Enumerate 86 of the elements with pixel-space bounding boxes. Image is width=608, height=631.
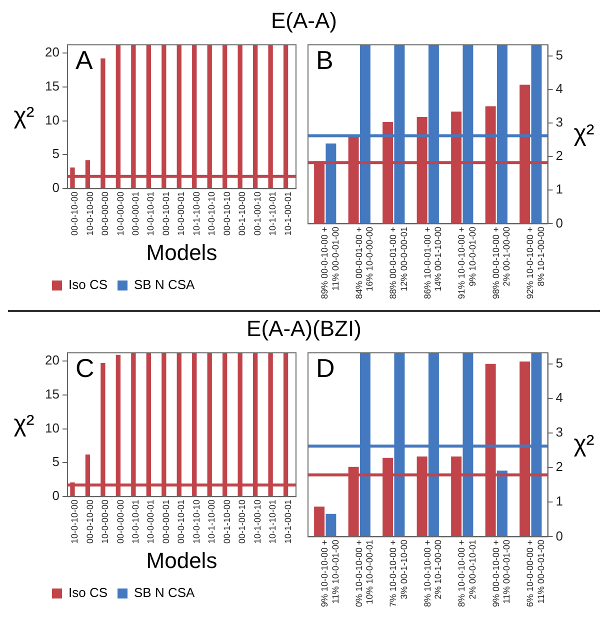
y-tick-label: 20 [44, 44, 60, 60]
x-tick-label: 10-1-00-01 [282, 192, 293, 236]
x-tick-label: 10-1-00-10 [252, 500, 262, 544]
x-axis-title: Models [146, 548, 218, 573]
y-tick-label: 5 [556, 47, 564, 62]
x-tick-label: 00-1-10-00 [222, 500, 232, 544]
x-tick-label: 10-1-10-01 [268, 192, 278, 236]
x-tick-label: 00-0-00-00 [100, 192, 110, 236]
bar [314, 506, 325, 536]
y-tick-label: 5 [52, 146, 60, 162]
x-tick-label: 00-0-10-01 [160, 192, 171, 236]
x-tick-label: 10-1-10-01 [268, 500, 278, 544]
y-tick-label: 4 [556, 390, 564, 406]
x-tick-label: 10-1-10-00 [206, 500, 217, 544]
x-tick-label: 10-0-00-00 [115, 192, 126, 236]
y-tick-label: 4 [556, 81, 564, 96]
y-tick-label: 2 [556, 148, 564, 164]
y-tick-label: 15 [44, 78, 60, 94]
x-tick-label: 8% 10-0-10-00 + 2% 10-1-00-00 [422, 540, 444, 608]
x-tick-label: 00-1-00-10 [252, 192, 262, 236]
x-tick-label: 00-0-10-00 [84, 500, 95, 544]
x-tick-label: 10-0-00-01 [176, 192, 186, 236]
y-tick-label: 0 [52, 488, 60, 504]
annotation: D [316, 352, 335, 383]
x-tick-label: 00-0-10-10 [222, 192, 232, 236]
x-tick-label: 8% 10-0-10-00 + 2% 00-0-10-01 [456, 540, 478, 608]
x-tick-label: 10-0-10-10 [191, 500, 202, 544]
y-axis-title: χ² [14, 410, 34, 438]
legend-label: SB N CSA [134, 585, 196, 600]
x-tick-label: 10-1-00-01 [282, 500, 293, 544]
chart-title: E(A-A) [270, 8, 338, 34]
chart-title: E(A-A)(BZI) [246, 316, 362, 342]
x-tick-label: 10-0-00-01 [146, 500, 156, 544]
x-tick-label: 00-0-00-00 [115, 500, 126, 544]
x-tick-label: 0% 10-0-10-00 + 10% 10-0-00-01 [354, 540, 375, 608]
y-tick-label: 1 [556, 494, 564, 509]
x-tick-label: 7% 10-0-10-00 + 3% 00-1-10-00 [388, 540, 409, 608]
x-tick-label: 98% 00-0-10-00 + 2% 00-1-00-00 [490, 226, 512, 300]
x-tick-label: 10-0-10-01 [146, 192, 156, 236]
bar [326, 514, 336, 536]
y-tick-label: 3 [556, 424, 564, 440]
x-tick-label: 84% 00-0-01-00 + 16% 10-0-00-00 [354, 226, 375, 300]
legend-label: SB N CSA [134, 277, 196, 292]
x-tick-label: 00-1-10-00 [237, 192, 248, 236]
x-tick-label: 88% 00-0-01-00 + 12% 00-0-00-01 [388, 226, 409, 300]
y-tick-label: 10 [44, 112, 60, 128]
y-tick-label: 20 [44, 352, 60, 368]
x-tick-label: 10-0-10-01 [130, 500, 141, 544]
x-tick-label: 10-0-10-10 [206, 192, 217, 236]
x-tick-label: 00-0-10-01 [176, 500, 186, 544]
x-tick-label: 10-0-10-00 [84, 192, 95, 236]
y-axis-title: χ² [574, 120, 594, 147]
y-tick-label: 5 [556, 355, 564, 370]
legend-label: Iso CS [68, 277, 108, 292]
legend-label: Iso CS [68, 585, 108, 600]
x-tick-label: 6% 10-0-00-00 + 11% 00-0-01-00 [525, 540, 546, 608]
x-tick-label: 00-0-10-00 [70, 192, 80, 236]
y-tick-label: 3 [556, 114, 564, 130]
bar [496, 470, 508, 536]
x-tick-label: 10-0-10-00 [70, 500, 80, 544]
x-tick-label: 10-1-10-00 [191, 192, 202, 236]
x-tick-label: 00-0-00-01 [160, 500, 171, 544]
x-tick-label: 92% 10-0-10-00 + 8% 10-1-00-00 [525, 226, 546, 300]
x-axis-title: Models [146, 240, 218, 265]
y-axis-title: χ² [574, 430, 594, 458]
annotation: A [75, 44, 94, 75]
x-tick-label: 91% 10-0-10-00 + 9% 10-0-01-00 [456, 226, 478, 300]
x-tick-label: 9% 10-0-10-00 + 11% 10-0-01-00 [320, 540, 340, 608]
y-tick-label: 0 [556, 215, 564, 230]
bar [326, 143, 336, 224]
x-tick-label: 00-0-00-01 [130, 192, 141, 236]
y-tick-label: 5 [52, 454, 60, 470]
y-tick-label: 15 [44, 386, 60, 402]
x-tick-label: 9% 00-0-10-00 + 11% 00-0-01-00 [490, 540, 512, 608]
y-tick-label: 2 [556, 459, 564, 474]
y-tick-label: 0 [52, 180, 60, 196]
x-tick-label: 86% 10-0-01-00 + 14% 00-1-10-00 [422, 226, 444, 300]
annotation: C [75, 352, 94, 383]
x-tick-label: 89% 00-0-10-00 + 11% 00-0-01-00 [320, 226, 340, 300]
y-tick-label: 10 [44, 420, 60, 436]
y-axis-title: χ² [14, 102, 34, 130]
x-tick-label: 10-0-00-00 [100, 500, 110, 544]
x-tick-label: 00-1-00-10 [237, 500, 248, 544]
y-tick-label: 1 [556, 182, 564, 197]
annotation: B [316, 44, 334, 75]
y-tick-label: 0 [556, 528, 564, 544]
